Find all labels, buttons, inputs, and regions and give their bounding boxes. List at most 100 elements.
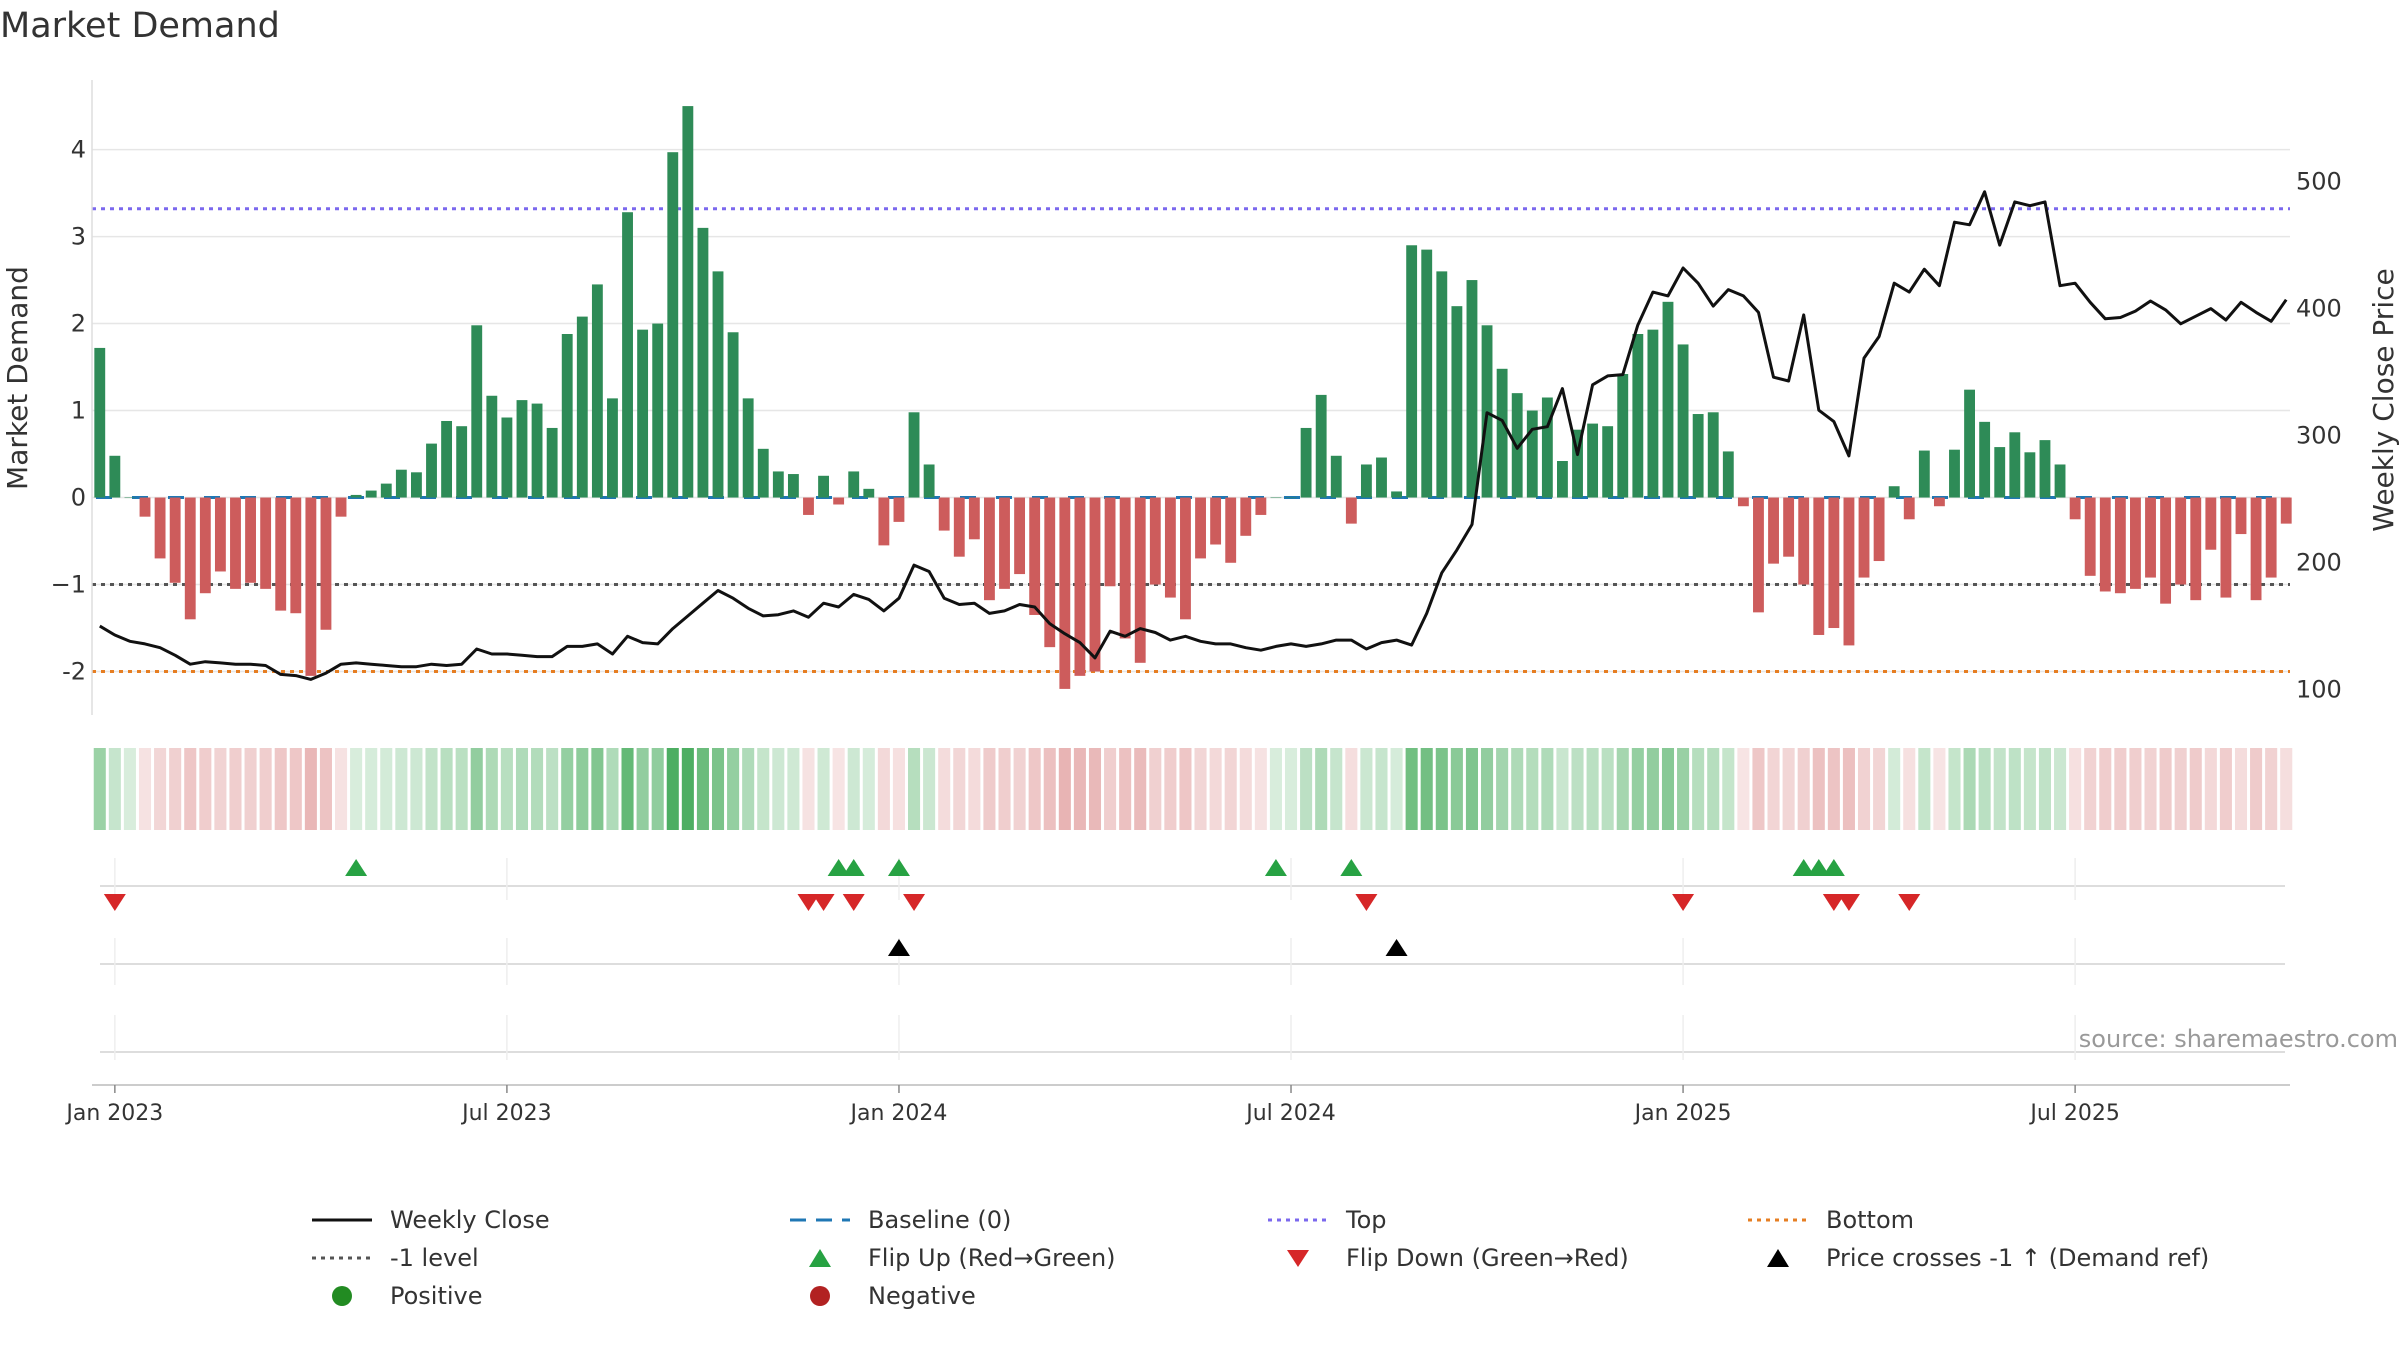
heat-cell <box>1315 748 1328 830</box>
demand-bar <box>139 497 151 517</box>
triangle-down-red-icon <box>1287 1250 1309 1267</box>
heat-cell <box>244 748 257 830</box>
demand-bar <box>1798 497 1810 585</box>
heat-cell <box>2084 748 2097 830</box>
demand-bar <box>908 412 920 498</box>
heat-cell <box>1043 748 1056 830</box>
y-tick-label: 2 <box>71 310 86 338</box>
demand-bar <box>1225 497 1237 563</box>
heat-cell <box>500 748 513 830</box>
demand-bar <box>1029 497 1041 615</box>
dot-swatch-purple-icon <box>1268 1218 1328 1222</box>
heat-cell <box>1857 748 1871 830</box>
heat-cell <box>1677 748 1690 830</box>
heat-cell <box>1375 748 1388 830</box>
demand-bar <box>456 426 468 498</box>
demand-bar <box>2235 497 2247 535</box>
demand-bar <box>1903 497 1915 520</box>
demand-bar <box>607 398 618 498</box>
demand-bar <box>893 497 905 522</box>
demand-bar <box>1692 414 1704 498</box>
demand-bar <box>1044 497 1056 648</box>
heat-cell <box>983 748 996 830</box>
heat-cell <box>787 748 800 830</box>
flip-down-marker <box>1355 894 1378 911</box>
demand-bar <box>863 488 875 498</box>
heat-cell <box>485 748 498 830</box>
demand-bar <box>501 417 513 498</box>
demand-bar <box>1059 497 1071 689</box>
heat-cell <box>1842 748 1855 830</box>
heat-cell <box>1224 748 1237 830</box>
heat-cell <box>1948 748 1961 830</box>
heat-cell <box>274 748 287 830</box>
x-tick-label: Jan 2024 <box>849 1101 948 1126</box>
demand-bar <box>2280 497 2292 524</box>
demand-bar <box>1300 427 1312 498</box>
demand-bar <box>199 497 211 594</box>
legend-item-top: Top <box>1268 1206 1387 1234</box>
demand-bar <box>591 284 603 498</box>
heat-cell <box>2250 748 2263 830</box>
heat-cell <box>1269 748 1282 830</box>
heat-cell <box>2265 748 2278 830</box>
demand-bar <box>320 497 332 630</box>
heat-cell <box>1797 748 1810 830</box>
heat-cell <box>1390 748 1403 830</box>
flip-down-marker <box>797 894 820 911</box>
demand-bar <box>1451 306 1463 498</box>
demand-bar <box>184 497 196 620</box>
legend-item-bottom: Bottom <box>1748 1206 1914 1234</box>
demand-bar <box>365 490 377 498</box>
heat-cell <box>410 748 423 830</box>
weekly-close-polyline <box>99 190 2288 681</box>
legend: Weekly Close Baseline (0) Top Bottom -1 … <box>300 1206 2250 1326</box>
heat-cell <box>319 748 332 830</box>
flip-up-marker <box>887 859 910 876</box>
heat-cell <box>621 748 634 830</box>
legend-item-minus1: -1 level <box>312 1244 479 1272</box>
y-tick-label: -2 <box>62 658 86 686</box>
circle-red-icon <box>810 1286 830 1306</box>
heat-cell <box>2099 748 2112 830</box>
heat-cell <box>1179 748 1192 830</box>
heat-cell <box>108 748 121 830</box>
heat-cell <box>1511 748 1524 830</box>
demand-bar <box>1330 455 1342 498</box>
demand-bar <box>2009 432 2021 498</box>
heat-cell <box>335 748 348 830</box>
y-tick-label: 0 <box>71 484 86 512</box>
cross-up-marker <box>887 939 910 956</box>
demand-bar <box>1587 423 1599 498</box>
demand-bar <box>471 325 483 498</box>
demand-bar <box>1873 497 1885 562</box>
heat-cell <box>576 748 589 830</box>
demand-bar <box>1089 497 1101 672</box>
demand-bar <box>230 497 241 589</box>
heat-cell <box>2129 748 2142 830</box>
heat-cell <box>184 748 197 830</box>
demand-bar <box>2265 497 2277 578</box>
demand-bar <box>2114 497 2126 594</box>
demand-bar <box>1360 464 1372 498</box>
heat-cell <box>938 748 951 830</box>
heat-cell <box>154 748 167 830</box>
demand-bar <box>1994 447 2006 498</box>
demand-bar <box>305 497 317 676</box>
demand-bar <box>667 152 679 498</box>
signal-rows <box>100 858 2285 1060</box>
demand-bar <box>290 497 302 614</box>
demand-bar <box>999 497 1010 589</box>
demand-bar <box>1240 497 1252 536</box>
demand-bar <box>576 316 588 498</box>
y2-axis-label: Weekly Close Price <box>2367 268 2400 531</box>
demand-bar <box>1933 497 1945 507</box>
heat-cell <box>470 748 483 830</box>
demand-bar <box>411 472 422 498</box>
flip-up-marker <box>827 859 850 876</box>
heat-cell <box>862 748 875 830</box>
demand-bar <box>2054 464 2066 498</box>
heat-cell <box>1661 748 1675 830</box>
heat-cell <box>1360 748 1373 830</box>
